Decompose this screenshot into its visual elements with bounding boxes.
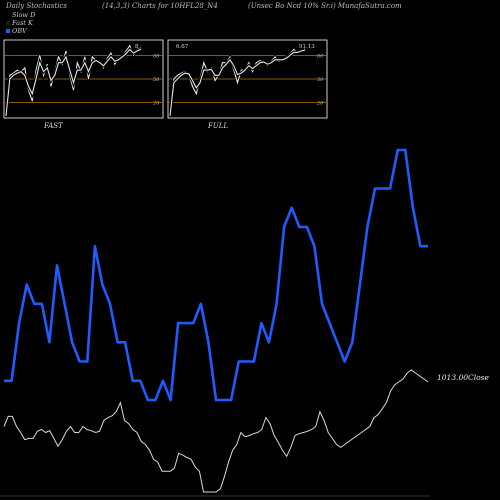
legend-swatch-fast-k [6,21,10,25]
full-start-label: 6.67 [176,44,189,50]
full-panel-label: FULL [208,122,229,130]
fast-level-label-50: 50 [153,77,160,83]
fast-level-label-20: 20 [152,100,160,106]
full-level-label-50: 50 [317,77,324,83]
legend-label-obv: OBV [12,27,27,35]
full-series-line-1 [169,49,306,117]
fast-series-line-1 [5,48,142,117]
legend-slow-d: Slow D [6,11,35,19]
fast-value-label: 8 [135,44,139,50]
price-line [3,369,429,493]
fast-panel-label: FAST [44,122,63,130]
obv-line [4,148,428,402]
legend-swatch-slow-d [6,13,10,17]
legend-label-slow-d: Slow D [12,11,36,19]
header-left: Daily Stochastics [6,2,68,10]
fast-level-label-80: 80 [153,54,160,60]
close-price-label: 1013.00Close [437,373,490,382]
legend-swatch-obv [6,29,10,33]
full-level-label-80: 80 [317,54,324,60]
legend-obv: OBV [6,27,27,35]
full-value-label: 91.13 [299,44,315,50]
header-middle: (14,3,3) Charts for 10HFL28_N4 [102,2,218,10]
header-right: (Unsec Bo Ncd 10% Sr.i) MunafaSutra.com [248,2,402,10]
legend-fast-k: Fast K [6,19,33,27]
full-level-label-20: 20 [316,100,324,106]
legend-label-fast-k: Fast K [12,19,33,27]
